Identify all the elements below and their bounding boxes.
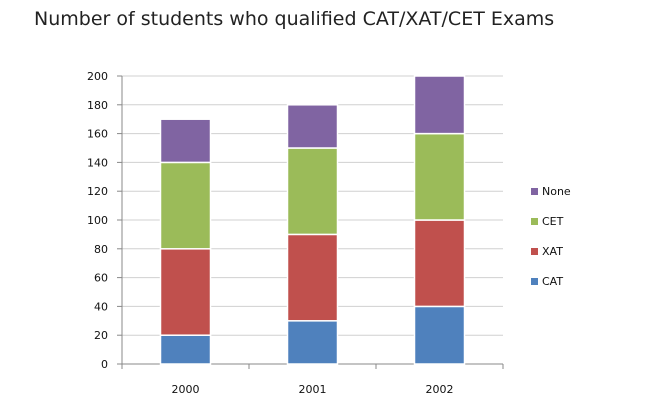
bar-segment-cat-2000: [159, 334, 212, 365]
y-tick-label: 200: [87, 70, 108, 83]
bar-segment-xat-2000: [159, 248, 212, 336]
y-tick-label: 20: [94, 329, 108, 342]
x-tick-label: 2002: [426, 383, 454, 396]
bar-segment-cat-2002: [413, 305, 466, 365]
legend-swatch-cet: [531, 218, 538, 225]
legend-swatch-none: [531, 188, 538, 195]
legend: None CET XAT CAT: [531, 185, 571, 288]
bar-segment-cat-2001: [286, 320, 339, 365]
bar-segment-none-2002: [413, 75, 466, 135]
y-tick-label: 140: [87, 156, 108, 169]
bars: [159, 75, 466, 365]
bar-segment-cet-2002: [413, 132, 466, 221]
bar-segment-none-2000: [159, 118, 212, 164]
y-tick-labels: 0 20 40 60 80 100 120 140 160 180 200: [87, 70, 108, 371]
legend-label-cat: CAT: [542, 275, 563, 288]
y-tick-label: 100: [87, 214, 108, 227]
chart-title: Number of students who qualified CAT/XAT…: [34, 8, 555, 30]
legend-label-xat: XAT: [542, 245, 563, 258]
y-tick-label: 60: [94, 272, 108, 285]
y-tick-label: 40: [94, 300, 108, 313]
y-tick-label: 180: [87, 99, 108, 112]
x-tick-labels: 2000 2001 2002: [172, 383, 454, 396]
y-tick-label: 160: [87, 128, 108, 141]
y-tick-label: 80: [94, 243, 108, 256]
bar-segment-none-2001: [286, 104, 339, 149]
bar-segment-cet-2001: [286, 147, 339, 236]
bar-segment-xat-2001: [286, 233, 339, 322]
legend-label-none: None: [542, 185, 571, 198]
y-tick-label: 0: [101, 358, 108, 371]
bar-segment-xat-2002: [413, 219, 466, 308]
y-tick-label: 120: [87, 185, 108, 198]
x-tick-label: 2001: [299, 383, 327, 396]
legend-swatch-cat: [531, 278, 538, 285]
bar-segment-cet-2000: [159, 161, 212, 250]
legend-swatch-xat: [531, 248, 538, 255]
x-tick-label: 2000: [172, 383, 200, 396]
legend-label-cet: CET: [542, 215, 564, 228]
